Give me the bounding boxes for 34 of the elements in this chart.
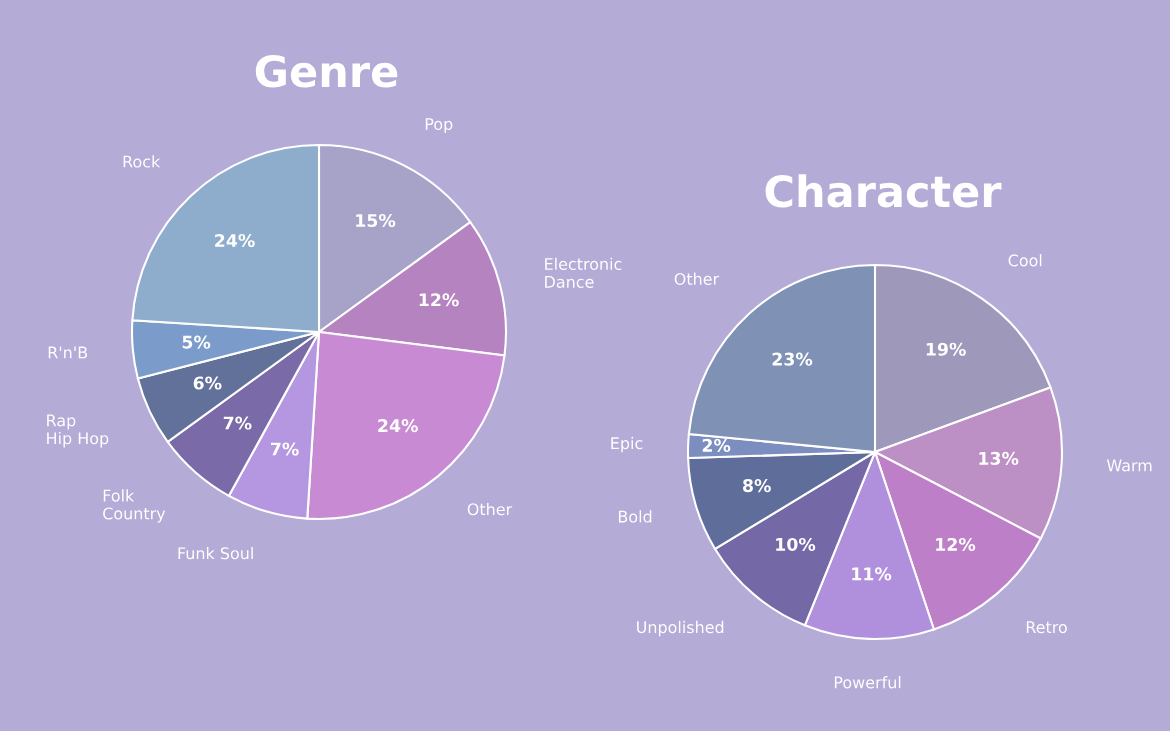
- data-label: 2%: [702, 438, 731, 452]
- data-label: 10%: [776, 537, 816, 552]
- slice-label: Rock: [123, 155, 161, 168]
- data-label: 12%: [419, 293, 459, 307]
- chart-title: Genre: [255, 54, 398, 88]
- slice-label: Retro: [1026, 621, 1067, 634]
- slice-label: Warm: [1106, 459, 1152, 472]
- data-label: 24%: [215, 233, 255, 248]
- slice-label: Bold: [618, 510, 652, 523]
- data-label: 19%: [926, 342, 966, 356]
- slice-label: Cool: [1008, 254, 1042, 267]
- slice-label: Pop: [425, 118, 453, 134]
- chart-title: Character: [765, 174, 1002, 208]
- slice-label: Epic: [611, 436, 643, 453]
- slice-label: Other: [674, 272, 720, 285]
- data-label: 24%: [378, 419, 418, 433]
- data-label: 8%: [743, 479, 771, 493]
- slice-label: Electronic Dance: [545, 257, 622, 288]
- slice-label: R'n'B: [48, 346, 88, 359]
- data-label: 11%: [852, 567, 892, 581]
- slice-label: Rap Hip Hop: [47, 414, 109, 448]
- slice-label: Powerful: [834, 676, 901, 689]
- slice-label: Funk Soul: [178, 546, 253, 560]
- data-label: 7%: [223, 416, 252, 430]
- slice-label: Unpolished: [637, 620, 724, 637]
- data-label: 15%: [356, 213, 396, 228]
- data-label: 5%: [182, 335, 211, 349]
- slice-label: Other: [467, 502, 513, 516]
- data-label: 12%: [936, 537, 976, 552]
- data-label: 13%: [979, 451, 1019, 465]
- data-label: 7%: [270, 442, 299, 456]
- data-label: 23%: [772, 352, 813, 366]
- data-label: 6%: [193, 376, 222, 390]
- slice-label: Folk Country: [103, 489, 166, 523]
